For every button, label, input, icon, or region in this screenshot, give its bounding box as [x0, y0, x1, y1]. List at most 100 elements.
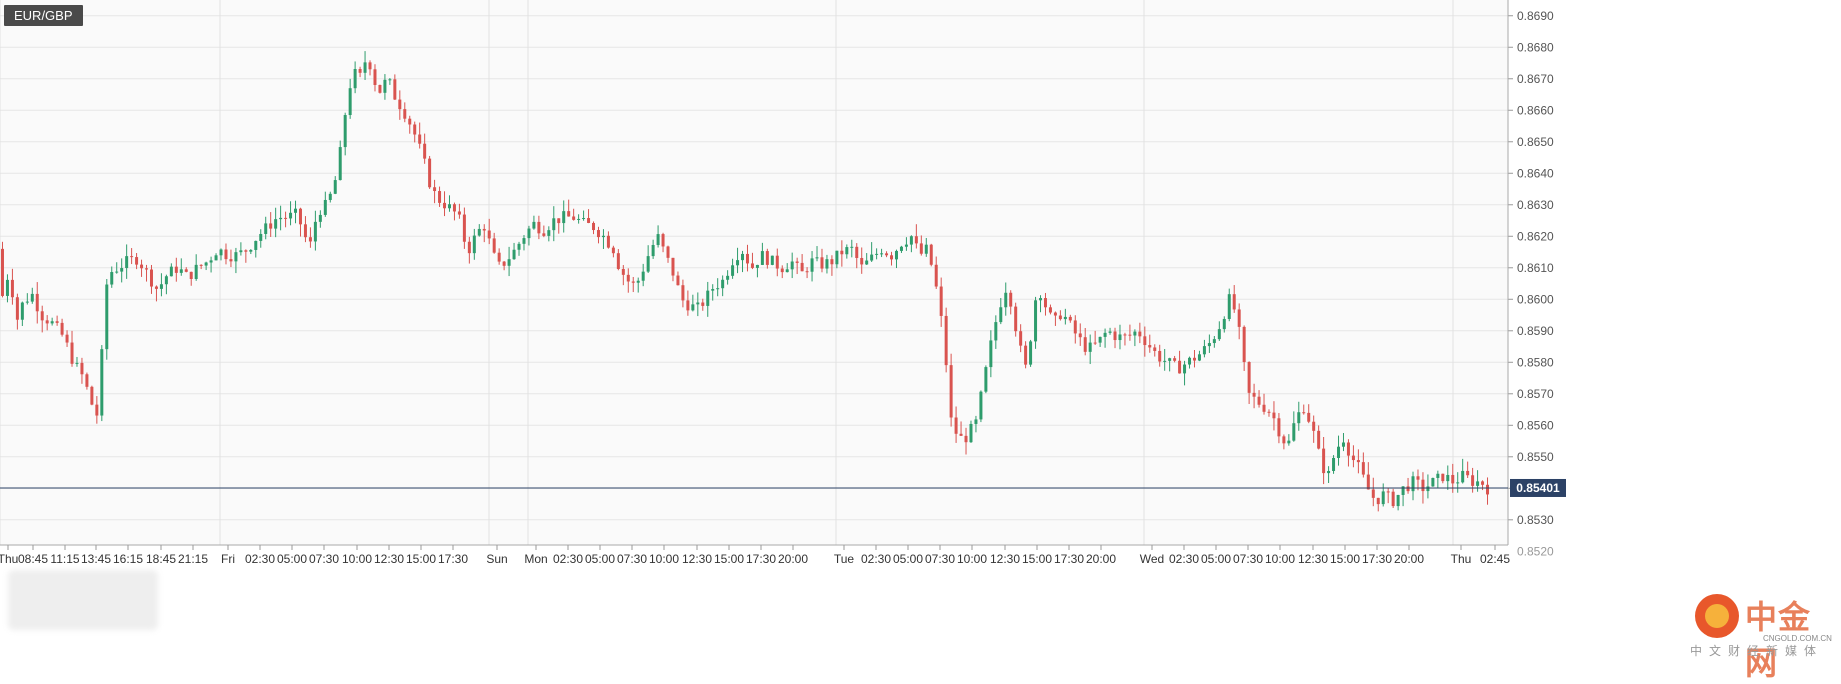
candle — [636, 277, 640, 293]
candle-body — [1088, 342, 1092, 352]
candle-body — [1247, 362, 1251, 393]
candle-body — [467, 241, 471, 254]
candle-body — [1053, 312, 1057, 316]
candle-body — [85, 374, 89, 387]
x-tick-label: 17:30 — [1054, 552, 1084, 566]
candle — [194, 254, 198, 281]
candle-body — [1048, 307, 1052, 313]
candle — [60, 318, 64, 337]
candle — [269, 212, 273, 237]
candle — [1386, 488, 1390, 504]
candle — [696, 292, 700, 317]
candle-body — [100, 349, 104, 416]
candle-body — [55, 321, 59, 323]
candle — [899, 245, 903, 253]
candle-body — [601, 235, 605, 238]
candle-body — [1093, 342, 1097, 344]
candle-body — [671, 257, 675, 276]
candle-body — [1332, 457, 1336, 471]
candle — [358, 66, 362, 78]
candle — [795, 257, 799, 275]
candle-body — [1168, 358, 1172, 361]
candle — [1168, 357, 1172, 372]
candle — [105, 278, 109, 360]
candle-body — [1282, 436, 1286, 444]
candle-body — [279, 217, 283, 220]
candle — [641, 263, 645, 287]
candle-body — [641, 271, 645, 281]
candle-body — [70, 342, 74, 364]
candle — [308, 227, 312, 248]
candle-body — [790, 261, 794, 270]
candle-body — [646, 256, 650, 272]
candle — [254, 240, 258, 258]
candle — [318, 210, 322, 228]
candle-body — [492, 238, 496, 253]
candle-body — [1317, 430, 1321, 449]
candle-body — [174, 266, 178, 273]
candle — [1302, 404, 1306, 415]
x-tick-label: Sun — [486, 552, 507, 566]
x-tick-label: 02:30 — [1169, 552, 1199, 566]
candle — [626, 268, 630, 293]
candle — [656, 225, 660, 248]
candle — [204, 261, 208, 271]
candle-body — [875, 253, 879, 255]
candle-body — [616, 253, 620, 269]
candle-body — [731, 265, 735, 276]
candle — [298, 207, 302, 237]
candle — [1327, 466, 1331, 484]
candle — [184, 267, 188, 273]
candle — [507, 246, 511, 277]
candle-body — [865, 260, 869, 265]
candle-body — [929, 244, 933, 265]
candle — [154, 285, 158, 302]
candle — [1292, 411, 1296, 442]
candle-body — [775, 255, 779, 269]
candle-body — [1476, 481, 1480, 486]
candle-body — [1113, 331, 1117, 341]
y-tick-label: 0.8680 — [1517, 40, 1554, 54]
x-tick-label: 11:15 — [50, 552, 79, 566]
candle — [1108, 327, 1112, 335]
candle — [1227, 288, 1231, 322]
candle-body — [1356, 460, 1360, 463]
candle-body — [1024, 345, 1028, 365]
candle — [383, 74, 387, 100]
candle-body — [418, 134, 422, 144]
x-tick-label: 12:30 — [1298, 552, 1328, 566]
y-tick-label: 0.8530 — [1517, 513, 1554, 527]
candle-body — [1237, 309, 1241, 327]
candle-body — [95, 404, 99, 416]
candle-body — [1366, 474, 1370, 490]
x-tick-label: 20:00 — [1394, 552, 1424, 566]
candle — [750, 252, 754, 270]
candle — [313, 210, 317, 251]
candle — [949, 353, 953, 427]
symbol-badge[interactable]: EUR/GBP — [4, 5, 83, 26]
candle-body — [333, 180, 337, 194]
candle — [522, 235, 526, 251]
candle — [621, 265, 625, 286]
candle-body — [736, 260, 740, 266]
x-tick-label: 02:30 — [861, 552, 891, 566]
candle — [919, 235, 923, 256]
candle-body — [1272, 412, 1276, 419]
x-tick-label: 13:45 — [81, 552, 111, 566]
candle-body — [1242, 326, 1246, 363]
candle-body — [845, 247, 849, 255]
candle — [1381, 483, 1385, 507]
candle-body — [810, 258, 814, 272]
candle — [1396, 494, 1400, 511]
candle — [760, 242, 764, 266]
candle — [780, 265, 784, 279]
candle — [944, 307, 948, 373]
y-tick-label: 0.8570 — [1517, 387, 1554, 401]
candle-body — [557, 218, 561, 224]
candle-body — [443, 202, 447, 209]
candle-body — [1401, 486, 1405, 495]
candle — [239, 242, 243, 256]
candle — [1471, 467, 1475, 493]
price-chart-svg[interactable]: 0.85300.85400.85500.85600.85700.85800.85… — [0, 0, 1841, 667]
